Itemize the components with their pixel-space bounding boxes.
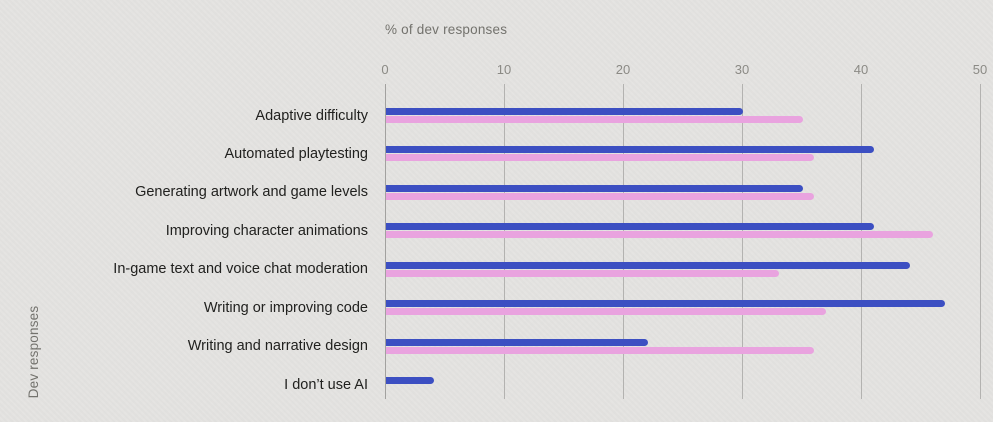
x-tick-label: 30: [734, 62, 750, 77]
pink-bar: [386, 231, 934, 239]
zero-axis-line: [385, 84, 386, 399]
pink-bar: [386, 154, 815, 162]
category-label: Generating artwork and game levels: [135, 184, 368, 201]
blue-bar: [386, 338, 648, 346]
pink-bar: [386, 346, 815, 354]
blue-bar: [386, 300, 946, 308]
category-label: Adaptive difficulty: [255, 107, 368, 124]
pink-bar: [386, 116, 803, 123]
pink-bar: [386, 269, 779, 277]
blue-bar: [386, 377, 434, 384]
gridline: [623, 84, 624, 399]
blue-bar: [386, 146, 874, 154]
pink-bar: [386, 308, 827, 316]
blue-bar: [386, 184, 803, 192]
category-label: Improving character animations: [165, 222, 368, 239]
category-label: Automated playtesting: [224, 145, 368, 162]
blue-bar: [386, 223, 874, 231]
blue-bar: [386, 261, 910, 269]
category-label: In-game text and voice chat moderation: [113, 261, 368, 278]
x-tick-label: 0: [381, 62, 389, 77]
x-tick-label: 50: [972, 62, 988, 77]
value-axis-title: % of dev responses: [385, 22, 508, 37]
x-tick-label: 10: [496, 62, 512, 77]
gridline: [861, 84, 862, 399]
x-tick-label: 20: [615, 62, 631, 77]
category-label: Writing and narrative design: [187, 338, 368, 355]
x-tick-label: 40: [853, 62, 869, 77]
gridline: [742, 84, 743, 399]
category-label: I don’t use AI: [284, 376, 368, 393]
gridline: [980, 84, 981, 399]
category-label: Writing or improving code: [203, 299, 368, 316]
blue-bar: [386, 108, 743, 115]
pink-bar: [386, 192, 815, 200]
gridline: [504, 84, 505, 399]
